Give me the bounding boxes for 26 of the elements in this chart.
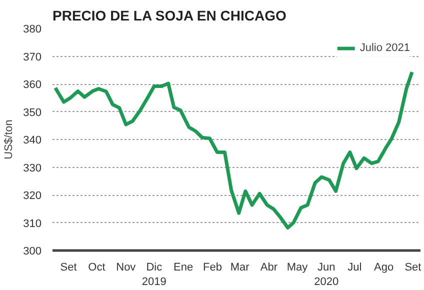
- y-tick-label: 380: [23, 24, 42, 36]
- y-tick-label: 340: [23, 134, 42, 146]
- x-tick-label: Ene: [174, 262, 194, 274]
- x-tick-label: Mar: [230, 262, 250, 274]
- chart-title: PRECIO DE LA SOJA EN CHICAGO: [52, 8, 286, 24]
- x-tick-label: Jul: [348, 262, 362, 274]
- y-tick-label: 300: [23, 246, 42, 258]
- y-tick-label: 360: [23, 79, 42, 91]
- line-series: [54, 70, 414, 230]
- x-tick-label: Jun 2020: [314, 262, 339, 288]
- x-tick-label: Oct: [88, 262, 106, 274]
- y-tick-label: 330: [23, 162, 42, 174]
- y-tick-label: 310: [23, 218, 42, 230]
- y-tick-label: 350: [23, 106, 42, 119]
- x-tick-label: Set: [60, 262, 77, 274]
- y-tick-label: 370: [23, 51, 42, 64]
- x-tick-label: Feb: [203, 262, 222, 274]
- x-tick-label: May: [286, 262, 308, 274]
- legend-label: Julio 2021: [360, 42, 410, 54]
- y-axis-title: US$/ton: [3, 120, 16, 160]
- x-tick-label: Dic 2019: [142, 262, 166, 288]
- x-tick-label: Ago: [374, 262, 394, 274]
- x-tick-label: Nov: [116, 262, 136, 274]
- y-tick-label: 320: [23, 190, 42, 202]
- x-tick-label: Abr: [260, 262, 278, 274]
- x-tick-label: Set: [404, 262, 422, 274]
